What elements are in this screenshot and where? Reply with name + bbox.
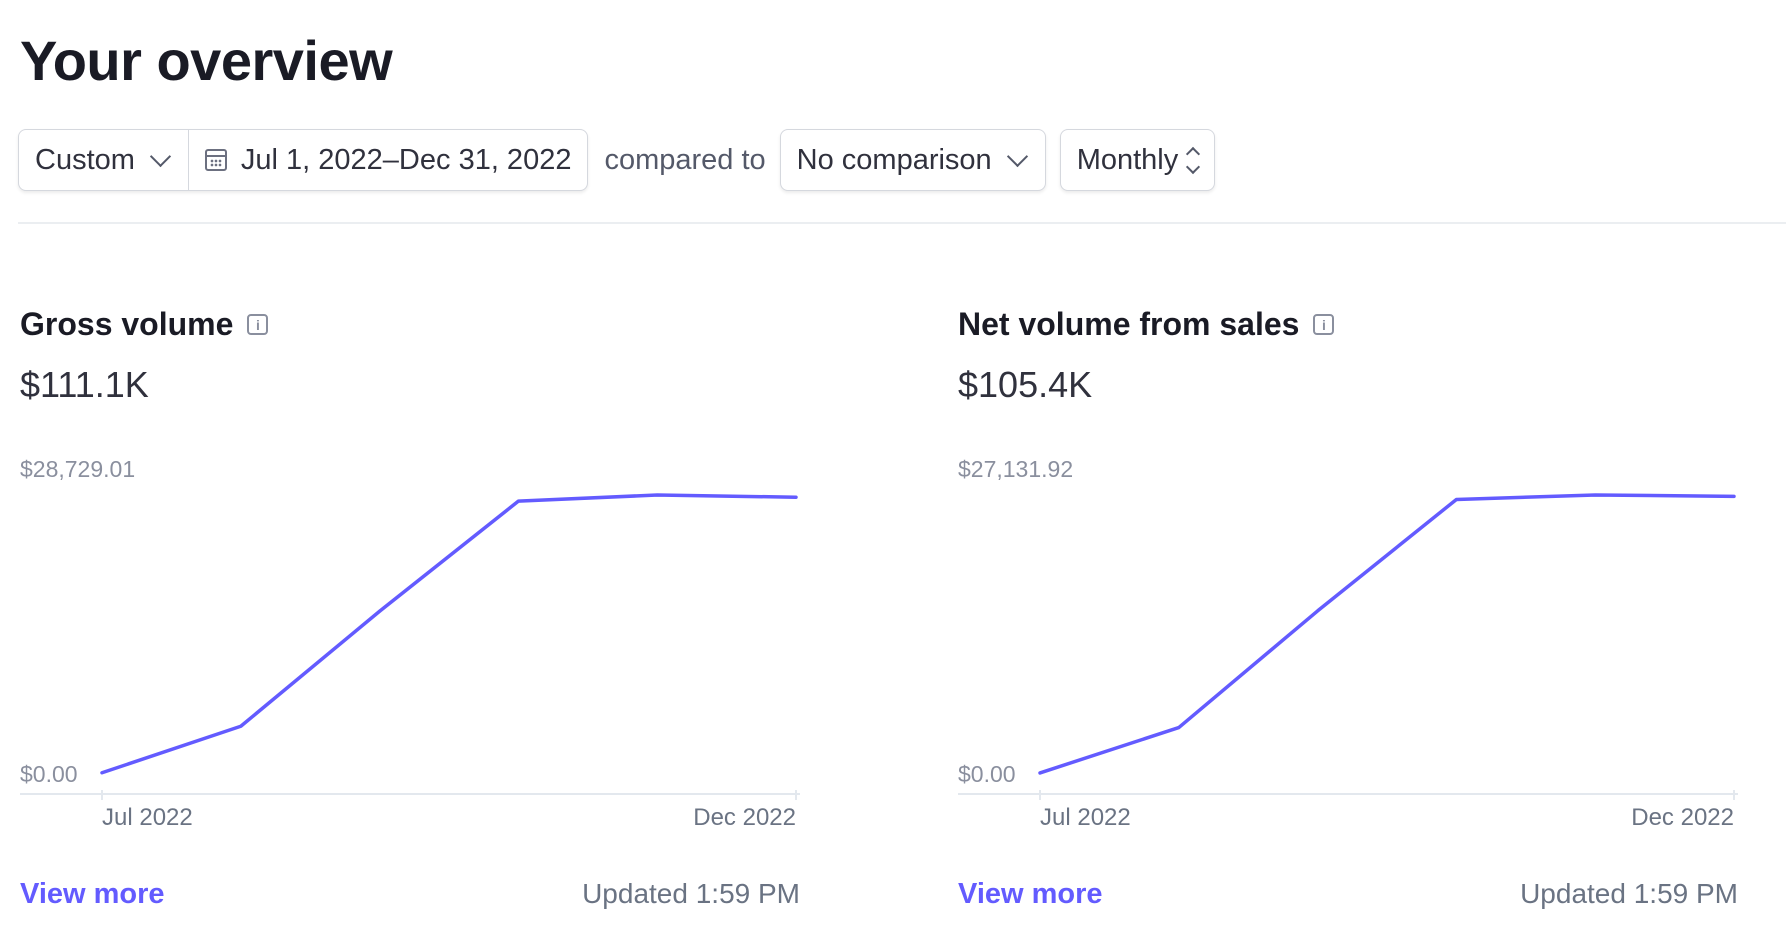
date-range-label: Jul 1, 2022–Dec 31, 2022: [240, 143, 572, 176]
interval-select[interactable]: Monthly: [1059, 129, 1216, 191]
x-tick-label: Jul 2022: [102, 804, 193, 831]
y-tick-label: $27,131.92: [958, 456, 1073, 482]
interval-label: Monthly: [1076, 143, 1179, 176]
date-range-picker[interactable]: Jul 1, 2022–Dec 31, 2022: [187, 130, 588, 190]
date-filter-group: Custom Jul 1, 2022–Dec 31, 2022: [18, 129, 589, 191]
chevron-updown-icon: [1186, 146, 1201, 174]
metric-title: Gross volume i: [20, 306, 269, 343]
range-preset-dropdown[interactable]: Custom: [19, 130, 188, 190]
y-tick-label: $0.00: [958, 761, 1016, 787]
updated-timestamp: Updated 1:59 PM: [1520, 878, 1738, 909]
page-title: Your overview: [20, 29, 393, 92]
comparison-label: No comparison: [796, 143, 992, 176]
series-line: [1038, 493, 1736, 775]
metric-title: Net volume from sales i: [958, 306, 1335, 343]
net-volume-card: Net volume from sales i $105.4K $27,131.…: [958, 300, 1738, 920]
comparison-dropdown[interactable]: No comparison: [779, 129, 1046, 191]
x-tick-label: Dec 2022: [1631, 804, 1734, 831]
series-line: [100, 493, 798, 775]
compared-to-label: compared to: [604, 143, 766, 176]
x-tick-label: Jul 2022: [1040, 804, 1131, 831]
info-icon[interactable]: i: [247, 314, 269, 335]
chevron-down-icon: [1006, 145, 1028, 167]
calendar-icon: [204, 149, 227, 171]
metric-value: $105.4K: [958, 364, 1093, 405]
x-tick-label: Dec 2022: [693, 804, 796, 831]
gross-volume-chart: $28,729.01 $0.00 Jul 2022 Dec 2022: [20, 456, 800, 831]
view-more-link[interactable]: View more: [958, 878, 1103, 910]
gross-volume-card: Gross volume i $111.1K $28,729.01 $0.00 Ju…: [20, 300, 800, 920]
view-more-link[interactable]: View more: [20, 878, 165, 910]
divider: [18, 222, 1786, 224]
metric-title-text: Gross volume: [20, 306, 234, 342]
y-tick-label: $0.00: [20, 761, 78, 787]
net-volume-chart: $27,131.92 $0.00 Jul 2022 Dec 2022: [958, 456, 1738, 831]
metric-title-text: Net volume from sales: [958, 306, 1300, 342]
updated-timestamp: Updated 1:59 PM: [582, 878, 800, 909]
y-tick-label: $28,729.01: [20, 456, 135, 482]
metric-value: $111.1K: [20, 364, 149, 405]
chevron-down-icon: [149, 145, 172, 167]
info-icon[interactable]: i: [1313, 314, 1335, 335]
filter-bar: Custom Jul 1, 2022–Dec 31, 2022 compared…: [18, 129, 1216, 191]
range-preset-label: Custom: [35, 143, 135, 176]
